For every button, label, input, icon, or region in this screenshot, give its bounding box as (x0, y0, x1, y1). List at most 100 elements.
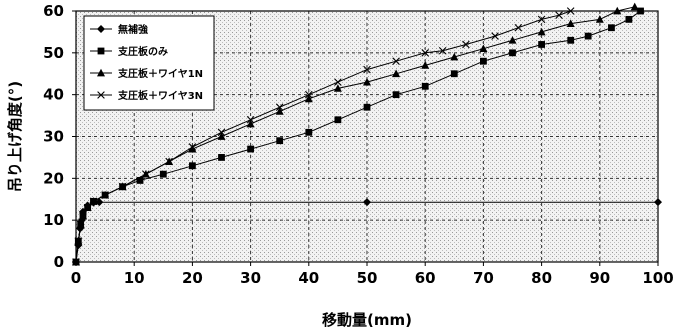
data-point (305, 90, 313, 99)
data-point (188, 143, 197, 151)
y-tick-label: 20 (43, 169, 64, 187)
data-point (83, 203, 92, 212)
data-point (247, 145, 254, 153)
x-tick-label: 90 (589, 269, 610, 287)
legend-label: 支圧板＋ワイヤ3N (117, 89, 203, 102)
data-point (514, 23, 523, 32)
x-tick-label: 70 (473, 269, 494, 287)
data-point (217, 132, 226, 140)
data-point (509, 49, 516, 57)
data-point (421, 61, 430, 69)
marker-stroke (142, 170, 150, 178)
data-point (584, 32, 592, 40)
data-point (189, 162, 196, 170)
marker-stroke (421, 49, 429, 57)
data-point (305, 128, 313, 136)
data-point (421, 82, 429, 90)
y-tick-label: 50 (43, 44, 64, 62)
data-point (218, 154, 225, 161)
y-tick-label: 0 (54, 253, 64, 271)
data-point (392, 57, 400, 65)
data-point (363, 198, 371, 207)
legend-label: 無補強 (118, 23, 148, 36)
legend-marker (97, 47, 105, 55)
data-point (537, 15, 546, 24)
x-tick-label: 10 (124, 269, 145, 287)
marker-stroke (76, 220, 85, 229)
data-point (79, 212, 87, 220)
series-layer (72, 2, 662, 266)
data-point (625, 15, 633, 23)
marker-stroke (514, 23, 523, 32)
marker-stroke (537, 15, 546, 24)
x-tick-label: 0 (71, 269, 81, 287)
marker-stroke (118, 182, 127, 191)
marker-stroke (83, 203, 92, 212)
data-point (188, 144, 197, 153)
data-point (479, 44, 488, 53)
marker-stroke (462, 40, 470, 49)
y-tick-label: 10 (43, 211, 64, 229)
marker-stroke (79, 212, 87, 220)
data-point (608, 24, 615, 32)
y-axis-title: 吊り上げ角度(°) (6, 81, 24, 192)
legend-marker (97, 68, 105, 77)
data-point (333, 84, 342, 92)
data-point (566, 19, 575, 27)
x-tick-label: 40 (298, 269, 319, 287)
data-point (450, 52, 459, 61)
data-point (136, 177, 144, 184)
x-tick-label: 60 (415, 269, 436, 287)
series-4 (72, 7, 575, 266)
data-point (421, 49, 429, 57)
x-axis-title: 移動量(mm) (322, 311, 412, 329)
y-tick-label: 40 (43, 86, 64, 104)
data-point (246, 119, 255, 128)
data-point (392, 69, 401, 78)
data-point (462, 40, 470, 49)
marker-stroke (188, 143, 197, 151)
plot-frame (75, 10, 659, 263)
data-point (363, 77, 371, 86)
data-point (159, 170, 167, 178)
data-point (480, 57, 487, 65)
x-tick-label: 30 (240, 269, 261, 287)
data-point (567, 36, 575, 44)
data-point (538, 41, 545, 48)
marker-stroke (491, 32, 499, 40)
data-point (555, 11, 563, 19)
data-point (276, 137, 284, 145)
data-point (508, 36, 517, 44)
marker-stroke (363, 65, 371, 74)
x-tick-label: 100 (642, 269, 673, 287)
legend-marker (97, 25, 105, 33)
data-point (438, 46, 447, 55)
y-tick-label: 30 (43, 128, 64, 146)
data-point (304, 94, 313, 103)
marker-stroke (334, 78, 342, 86)
marker-stroke (246, 115, 255, 124)
data-point (217, 128, 226, 137)
data-point (334, 78, 342, 86)
data-point (118, 182, 127, 191)
data-point (101, 191, 109, 199)
marker-stroke (305, 90, 313, 99)
data-point (275, 103, 284, 112)
marker-stroke (217, 128, 226, 137)
data-point (537, 27, 546, 36)
axes: 0 10 20 30 40 50 60 70 80 90 100 0 10 20 30 40 50 60 (43, 2, 674, 287)
data-point (76, 220, 85, 229)
legend-label: 支圧板のみ (117, 45, 168, 58)
data-point (246, 115, 255, 124)
legend-box (83, 15, 215, 111)
legend-label: 支圧板＋ワイヤ1N (117, 67, 203, 80)
data-point (595, 15, 604, 23)
data-point (630, 2, 639, 11)
data-point (392, 91, 400, 99)
data-point (89, 197, 98, 206)
legend-marker (97, 91, 105, 99)
data-point (275, 107, 284, 115)
